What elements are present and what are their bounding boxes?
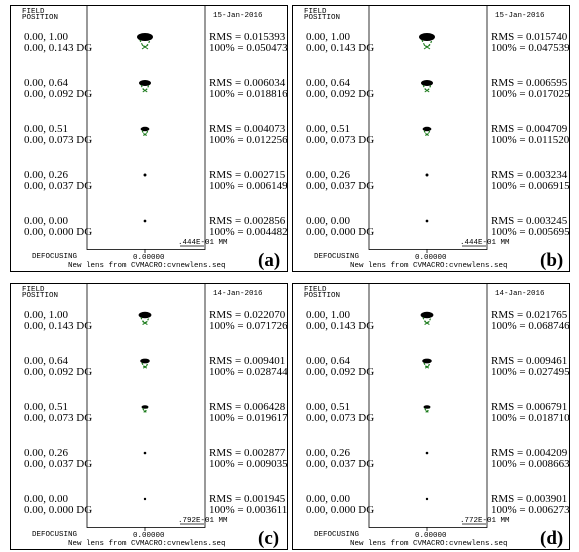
- pct-label: 100% = 0.027495: [491, 366, 570, 378]
- pct-label: 100% = 0.068746: [491, 320, 570, 332]
- pct-label: 100% = 0.028744: [209, 366, 288, 378]
- angle-label: 0.00, 0.037 DG: [24, 180, 92, 192]
- header: POSITION: [304, 14, 340, 22]
- defocusing: DEFOCUSING: [32, 531, 78, 539]
- spot-cross: [143, 89, 148, 92]
- pct-label: 100% = 0.071726: [209, 320, 288, 332]
- angle-label: 0.00, 0.092 DG: [306, 366, 374, 378]
- angle-label: 0.00, 0.092 DG: [24, 366, 92, 378]
- angle-label: 0.00, 0.000 DG: [306, 504, 374, 516]
- spot: [426, 452, 429, 455]
- pct-label: 100% = 0.018710: [491, 412, 570, 424]
- spot-core: [139, 312, 152, 318]
- spot: [144, 498, 146, 500]
- pct-label: 100% = 0.008663: [491, 458, 570, 470]
- panel: FIELDPOSITION15-Jan-20160.00, 1.000.00, …: [293, 6, 571, 272]
- pct-label: 100% = 0.006915: [491, 180, 570, 192]
- spot: [426, 174, 429, 177]
- pct-label: 100% = 0.019617: [209, 412, 288, 424]
- figure: FIELDPOSITION15-Jan-20160.00, 1.000.00, …: [0, 0, 579, 552]
- pct-label: 100% = 0.005695: [491, 226, 570, 238]
- scale-label: .792E-01 MM: [178, 517, 228, 525]
- defocusing: DEFOCUSING: [32, 253, 78, 261]
- footer: New lens from CVMACRO:cvnewlens.seq: [350, 262, 508, 270]
- angle-label: 0.00, 0.143 DG: [306, 42, 374, 54]
- angle-label: 0.00, 0.037 DG: [24, 458, 92, 470]
- defocus-value: 0.00000: [133, 532, 165, 540]
- panel-label: (a): [258, 250, 280, 271]
- scale-label: .772E-01 MM: [460, 517, 510, 525]
- spot: [426, 220, 429, 223]
- pct-label: 100% = 0.006273: [491, 504, 570, 516]
- spot-core: [139, 80, 151, 86]
- date: 14-Jan-2016: [495, 290, 545, 298]
- scale-label: .444E-01 MM: [178, 239, 228, 247]
- spot-cross: [425, 89, 430, 92]
- pct-label: 100% = 0.018816: [209, 88, 288, 100]
- header: POSITION: [22, 292, 58, 300]
- angle-label: 0.00, 0.073 DG: [24, 134, 92, 146]
- panel-label: (b): [540, 250, 563, 271]
- angle-label: 0.00, 0.143 DG: [24, 42, 92, 54]
- pct-label: 100% = 0.050473: [209, 42, 288, 54]
- defocusing: DEFOCUSING: [314, 253, 360, 261]
- angle-label: 0.00, 0.143 DG: [24, 320, 92, 332]
- spot-cross: [143, 321, 148, 324]
- spot-cross: [142, 45, 148, 49]
- pct-label: 100% = 0.047539: [491, 42, 570, 54]
- angle-label: 0.00, 0.000 DG: [24, 504, 92, 516]
- angle-label: 0.00, 0.073 DG: [306, 412, 374, 424]
- spot-core: [141, 405, 148, 409]
- spot-core: [141, 127, 150, 131]
- spot-core: [423, 405, 430, 409]
- pct-label: 100% = 0.011520: [491, 134, 570, 146]
- pct-label: 100% = 0.006149: [209, 180, 288, 192]
- angle-label: 0.00, 0.037 DG: [306, 458, 374, 470]
- angle-label: 0.00, 0.000 DG: [24, 226, 92, 238]
- spot: [144, 220, 147, 223]
- angle-label: 0.00, 0.000 DG: [306, 226, 374, 238]
- spot-core: [423, 127, 432, 131]
- header: POSITION: [304, 292, 340, 300]
- spot-core: [421, 312, 434, 318]
- spot-core: [421, 80, 433, 86]
- defocus-value: 0.00000: [415, 532, 447, 540]
- spot-cross: [425, 321, 430, 324]
- defocus-value: 0.00000: [415, 254, 447, 262]
- spot-core: [419, 33, 435, 41]
- pct-label: 100% = 0.009035: [209, 458, 288, 470]
- angle-label: 0.00, 0.037 DG: [306, 180, 374, 192]
- angle-label: 0.00, 0.073 DG: [24, 412, 92, 424]
- spot: [144, 452, 147, 455]
- date: 14-Jan-2016: [213, 290, 263, 298]
- pct-label: 100% = 0.004482: [209, 226, 288, 238]
- pct-label: 100% = 0.017025: [491, 88, 570, 100]
- spot: [144, 174, 147, 177]
- panel-label: (c): [258, 528, 279, 549]
- spot-core: [422, 359, 432, 364]
- spot: [426, 498, 428, 500]
- date: 15-Jan-2016: [213, 12, 263, 20]
- header: POSITION: [22, 14, 58, 22]
- spot-core: [140, 359, 150, 364]
- defocusing: DEFOCUSING: [314, 531, 360, 539]
- pct-label: 100% = 0.012256: [209, 134, 288, 146]
- date: 15-Jan-2016: [495, 12, 545, 20]
- angle-label: 0.00, 0.092 DG: [306, 88, 374, 100]
- defocus-value: 0.00000: [133, 254, 165, 262]
- angle-label: 0.00, 0.143 DG: [306, 320, 374, 332]
- angle-label: 0.00, 0.073 DG: [306, 134, 374, 146]
- spot-cross: [424, 45, 430, 49]
- pct-label: 100% = 0.003611: [209, 504, 287, 516]
- footer: New lens from CVMACRO:cvnewlens.seq: [350, 540, 508, 548]
- angle-label: 0.00, 0.092 DG: [24, 88, 92, 100]
- footer: New lens from CVMACRO:cvnewlens.seq: [68, 540, 226, 548]
- panel: FIELDPOSITION14-Jan-20160.00, 1.000.00, …: [11, 284, 289, 550]
- panel-label: (d): [540, 528, 563, 549]
- scale-label: .444E-01 MM: [460, 239, 510, 247]
- footer: New lens from CVMACRO:cvnewlens.seq: [68, 262, 226, 270]
- spot-core: [137, 33, 153, 41]
